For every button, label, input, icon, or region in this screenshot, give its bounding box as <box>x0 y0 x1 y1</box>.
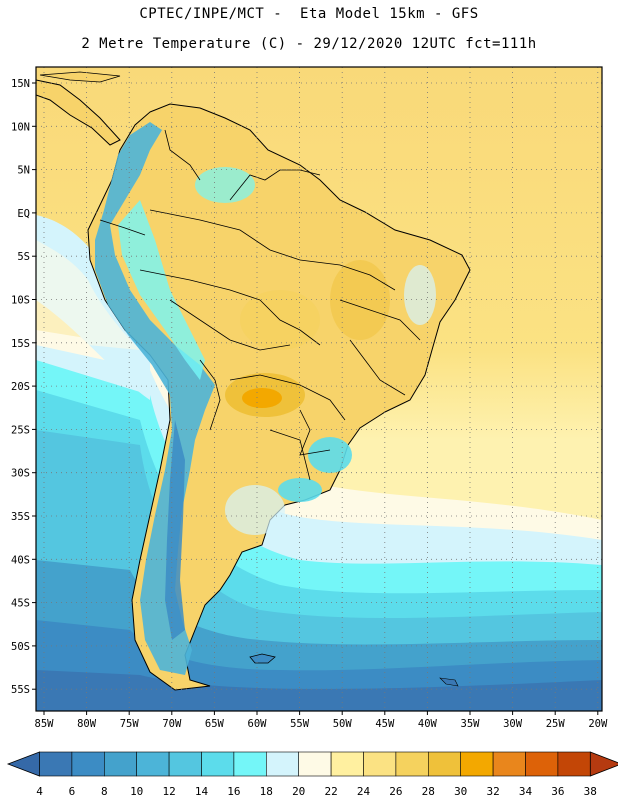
colorbar-swatch <box>525 751 559 777</box>
lon-label: 25W <box>546 718 566 730</box>
colorbar-label: 14 <box>195 785 209 798</box>
colorbar-label: 32 <box>486 785 499 798</box>
lat-label: 5N <box>17 165 30 177</box>
map-frame <box>35 66 603 712</box>
lon-label: 50W <box>333 718 353 730</box>
colorbar-swatch <box>136 751 170 777</box>
colorbar-right-arrow <box>589 751 618 777</box>
colorbar-label: 4 <box>36 785 43 798</box>
lat-label: 30S <box>11 468 30 480</box>
lon-label: 75W <box>120 718 140 730</box>
colorbar-swatch <box>233 751 267 777</box>
colorbar-swatch <box>265 751 299 777</box>
lon-label: 70W <box>162 718 182 730</box>
lat-label: 15S <box>11 338 30 350</box>
lat-label: 15N <box>11 78 30 90</box>
colorbar-swatch <box>71 751 105 777</box>
guiana-highlands-cool-patch <box>195 167 255 203</box>
latitude-labels: 15N 10N 5N EQ 5S 10S 15S 20S 25S 30S 35S 40S 45S 50S 5… <box>11 78 36 696</box>
hot-core-region <box>242 388 282 408</box>
colorbar-label: 34 <box>519 785 533 798</box>
lon-label: 60W <box>248 718 268 730</box>
colorbar-label: 30 <box>454 785 467 798</box>
south-brazil-cool-patch <box>308 437 352 473</box>
colorbar-swatch <box>492 751 526 777</box>
colorbar-label: 6 <box>69 785 76 798</box>
temperature-colorbar: 4 6 8 10 12 14 16 18 20 22 24 26 28 30 32 34 36 38 <box>6 751 618 798</box>
colorbar-label: 38 <box>584 785 597 798</box>
map-subtitle: 2 Metre Temperature (C) - 29/12/2020 12U… <box>81 36 537 52</box>
lat-label: 55S <box>11 684 30 696</box>
lat-label: 5S <box>17 251 30 263</box>
colorbar-label: 22 <box>324 785 337 798</box>
lat-label: 45S <box>11 598 30 610</box>
lat-label: 20S <box>11 381 30 393</box>
lon-label: 45W <box>375 718 395 730</box>
longitude-labels: 85W 80W 75W 70W 65W 60W 55W 50W 45W 40W 35W 30W 25W 2… <box>35 711 608 730</box>
lon-label: 20W <box>588 718 608 730</box>
central-america-landmass <box>36 79 121 146</box>
colorbar-label: 28 <box>422 785 435 798</box>
colorbar-swatch <box>460 751 494 777</box>
lat-label: 35S <box>11 511 30 523</box>
country-borders <box>99 129 421 481</box>
lat-label: 10N <box>11 121 30 133</box>
colorbar-label: 24 <box>357 785 371 798</box>
colorbar-label: 20 <box>292 785 305 798</box>
colorbar-swatch <box>427 751 461 777</box>
colorbar-label: 18 <box>260 785 273 798</box>
colorbar-swatch <box>298 751 332 777</box>
lon-label: 35W <box>461 718 481 730</box>
lat-label: 40S <box>11 554 30 566</box>
falkland-islands <box>249 653 276 664</box>
lat-label: 50S <box>11 641 30 653</box>
lon-label: 30W <box>503 718 523 730</box>
colorbar-swatch <box>557 751 591 777</box>
colorbar-label: 8 <box>101 785 108 798</box>
colorbar-label: 10 <box>130 785 143 798</box>
lat-label: EQ <box>17 208 30 220</box>
colorbar-swatch <box>395 751 429 777</box>
lon-label: 80W <box>77 718 97 730</box>
colorbar-label: 36 <box>551 785 564 798</box>
andes-cold-band <box>95 122 215 675</box>
colorbar-swatch <box>363 751 397 777</box>
colorbar-swatch <box>201 751 235 777</box>
lon-label: 65W <box>205 718 225 730</box>
map-title: CPTEC/INPE/MCT - Eta Model 15km - GFS <box>139 6 479 22</box>
colorbar-swatch <box>330 751 364 777</box>
map-canvas <box>36 67 602 711</box>
colorbar-swatch <box>168 751 202 777</box>
colorbar-label: 12 <box>162 785 175 798</box>
lon-label: 85W <box>35 718 55 730</box>
colorbar-label: 16 <box>227 785 240 798</box>
lat-label: 25S <box>11 424 30 436</box>
colorbar-swatch <box>39 751 73 777</box>
colorbar-left-arrow <box>6 751 40 777</box>
lat-label: 10S <box>11 295 30 307</box>
colorbar-label: 26 <box>389 785 402 798</box>
lon-label: 55W <box>290 718 310 730</box>
lon-label: 40W <box>418 718 438 730</box>
colorbar-swatch <box>104 751 138 777</box>
